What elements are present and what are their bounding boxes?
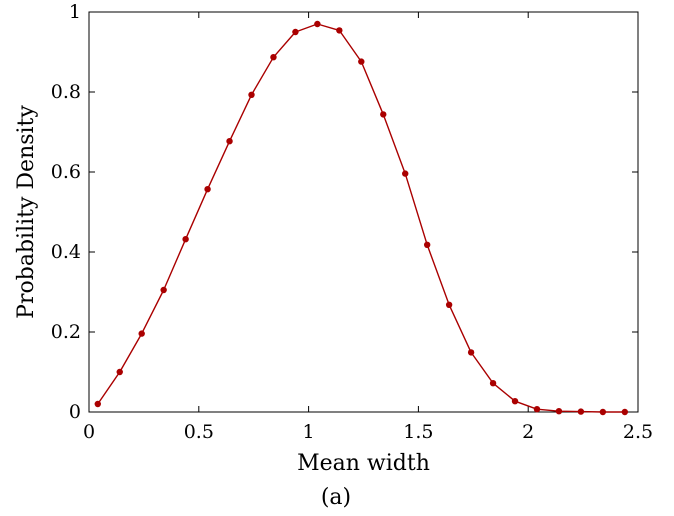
figure-caption: (a) [321,485,351,510]
y-tick-label: 0.2 [51,321,81,343]
data-point [358,58,365,65]
x-tick-label: 1.5 [403,421,433,443]
series-layer [94,20,629,416]
data-point [402,170,409,177]
series-line [97,23,625,413]
data-point [489,380,497,387]
y-axis-title: Probability Density [14,105,39,319]
data-point [621,408,629,416]
x-axis-ticks [88,12,639,412]
data-point [423,241,431,248]
axes-frame [88,11,639,413]
data-point [577,408,585,415]
x-axis-tick-labels: 0 0.5 1 1.5 2 2.5 [83,421,653,443]
data-point [270,54,277,61]
data-point [94,400,101,408]
data-point [248,91,255,99]
data-point [445,301,453,308]
y-tick-label: 1 [69,1,81,23]
y-tick-label: 0.6 [51,161,81,183]
data-point [138,330,145,337]
y-axis-tick-labels: 0 0.2 0.4 0.6 0.8 1 [51,1,81,423]
x-tick-label: 0.5 [184,421,214,443]
data-point [204,186,211,193]
data-point [511,398,519,405]
y-tick-label: 0.4 [51,241,81,263]
data-point [314,20,321,28]
plot-area [88,11,639,416]
data-point [182,236,189,243]
x-tick-label: 1 [303,421,315,443]
data-point [116,368,123,376]
x-tick-label: 2.5 [623,421,653,443]
y-axis-ticks [89,11,638,413]
data-point [160,286,167,294]
data-point [467,349,475,356]
data-point [292,28,299,36]
x-tick-label: 0 [83,421,95,443]
x-tick-label: 2 [522,421,534,443]
data-point [380,111,387,118]
y-tick-label: 0.8 [51,81,81,103]
data-point [555,408,563,415]
y-tick-label: 0 [69,401,81,423]
x-axis-title: Mean width [297,451,430,476]
data-point [599,408,607,416]
data-point [533,406,541,413]
data-point [336,27,343,34]
data-point [226,138,233,145]
